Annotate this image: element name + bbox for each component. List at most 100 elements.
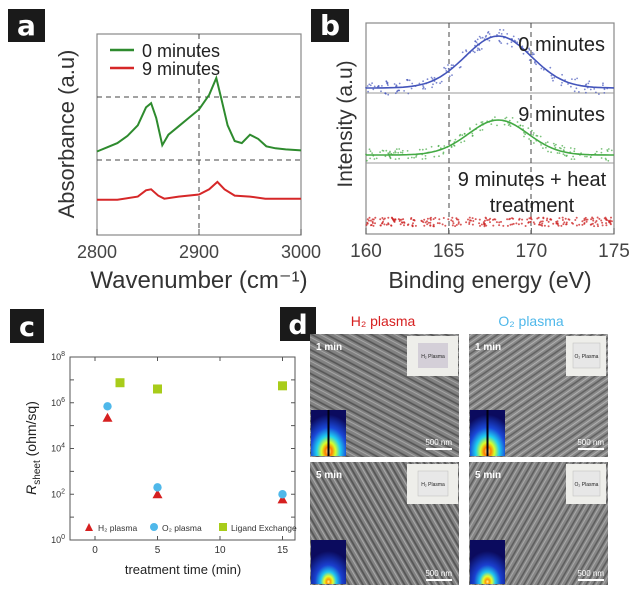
data-point [498,224,501,227]
data-point [447,64,449,66]
data-point [387,223,390,226]
data-point [506,224,509,227]
sample-badge: H₂ Plasma [421,354,445,360]
data-point [592,219,595,222]
data-point [430,145,433,148]
data-point [471,135,474,137]
data-point [533,53,535,56]
data-point [556,220,559,223]
data-point [397,151,400,154]
sem-image-h2-1min: H₂ Plasma 1 min 500 nm [310,334,459,457]
data-point [451,220,454,223]
scale-bar [578,448,604,450]
data-point [471,132,474,135]
data-point [432,83,434,86]
data-point [438,222,441,225]
data-point [557,224,560,227]
legend-label-0min: 0 minutes [142,41,220,61]
data-point [444,67,447,70]
data-point [565,155,568,158]
data-point [421,148,424,151]
data-point [524,225,527,227]
data-point [484,36,487,38]
data-point [407,92,410,95]
data-point [426,223,429,226]
data-point [492,218,494,221]
data-point [558,217,561,220]
data-point [607,159,610,162]
data-point [508,119,511,122]
data-point [585,91,587,94]
series-line [97,180,301,201]
data-point [567,218,570,221]
data-point [454,138,457,141]
data-point [498,221,501,224]
data-point [431,86,433,89]
data-point [523,131,525,134]
sem-image-o2-1min: O₂ Plasma 1 min 500 nm [469,334,608,457]
data-point [598,217,601,220]
data-point [545,219,548,222]
data-point [443,66,445,69]
data-point [578,223,581,226]
data-point [373,85,376,88]
data-point [540,67,543,70]
data-point [601,221,604,224]
data-point [381,85,383,87]
data-point [610,216,612,219]
data-point [427,221,430,224]
data-point [504,117,507,120]
sem-image-o2-5min: O₂ Plasma 5 min 500 nm [469,462,608,585]
data-point [585,218,588,221]
data-point [423,224,426,227]
data-point [469,219,471,222]
data-point [478,35,481,38]
data-point [430,76,433,79]
panel-c-letter: c [19,312,35,343]
data-point [573,150,576,153]
data-point [398,220,401,222]
data-point [600,151,603,154]
data-point [591,222,594,225]
data-point [451,216,454,219]
data-point [560,147,562,150]
data-point [398,82,401,85]
data-point [468,223,471,225]
data-point [480,48,483,50]
panel-b-series [365,28,615,228]
data-point [561,81,563,84]
data-point [610,149,613,152]
data-point [372,224,375,227]
data-point [456,218,458,221]
data-point [447,218,450,221]
data-point [394,218,397,221]
data-point [381,149,384,152]
data-point [575,216,578,219]
data-point [531,129,533,132]
data-point [540,220,543,223]
data-point [423,218,426,221]
x-tick-label: 5 [155,545,161,556]
panel-a-xlabel: Wavenumber (cm⁻¹) [90,267,307,294]
data-point [403,90,405,92]
data-point [366,222,369,225]
data-point [550,151,552,154]
data-point [521,218,524,221]
data-point [408,79,411,82]
data-point [495,221,498,224]
data-point [450,64,453,66]
data-point [565,223,568,226]
panel-d-letter: d [288,310,307,341]
panel-d-col-title-h2: H₂ plasma [351,313,416,329]
data-point [451,74,453,76]
data-point [277,494,288,504]
data-point [561,144,564,147]
data-point [384,92,386,95]
data-point [518,218,521,221]
data-point [385,149,388,152]
data-point [609,223,612,226]
data-point [553,76,556,79]
data-point [442,152,445,155]
data-point [377,85,380,87]
data-point [576,77,578,80]
